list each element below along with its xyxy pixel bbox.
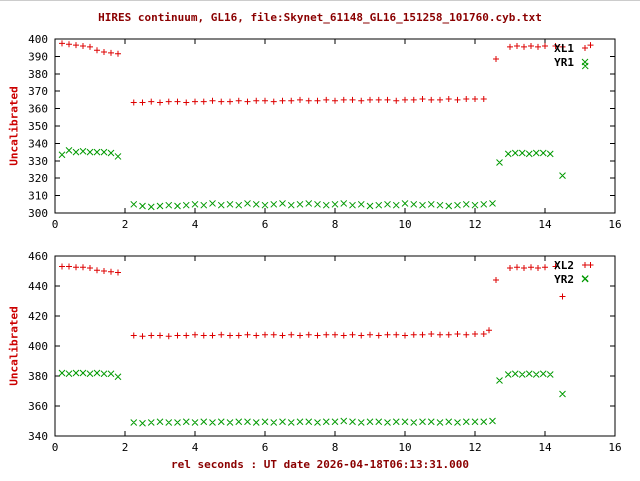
tick-marks bbox=[54, 38, 616, 214]
x-tick-label: 12 bbox=[468, 218, 481, 231]
legend-label-YR2: YR2 bbox=[554, 273, 574, 286]
y-tick-label: 360 bbox=[28, 103, 48, 116]
ylabel-bottom-panel: Uncalibrated bbox=[7, 306, 21, 386]
y-tick-label: 360 bbox=[28, 400, 48, 413]
plot-border bbox=[54, 255, 616, 437]
y-tick-label: 380 bbox=[28, 370, 48, 383]
x-tick-label: 4 bbox=[192, 441, 199, 454]
xlabel: rel seconds : UT date 2026-04-18T06:13:3… bbox=[170, 458, 469, 471]
x-tick-label: 6 bbox=[262, 441, 269, 454]
plot-border bbox=[54, 38, 616, 214]
y-tick-label: 340 bbox=[28, 137, 48, 150]
x-tick-label: 0 bbox=[52, 218, 59, 231]
legend-label-XL2: XL2 bbox=[554, 259, 574, 272]
y-tick-label: 310 bbox=[28, 190, 48, 203]
x-tick-label: 4 bbox=[192, 218, 199, 231]
series-points-YR2 bbox=[58, 275, 589, 427]
series-points-YR1 bbox=[58, 62, 589, 211]
legend-marker-XL1 bbox=[582, 45, 588, 51]
y-tick-label: 320 bbox=[28, 172, 48, 185]
legend-label-YR1: YR1 bbox=[554, 56, 574, 69]
y-tick-label: 380 bbox=[28, 68, 48, 81]
y-tick-label: 420 bbox=[28, 310, 48, 323]
x-tick-label: 14 bbox=[538, 441, 552, 454]
ylabel-top-panel: Uncalibrated bbox=[7, 86, 21, 166]
y-tick-label: 300 bbox=[28, 207, 48, 220]
y-tick-label: 400 bbox=[28, 33, 48, 46]
y-tick-label: 370 bbox=[28, 85, 48, 98]
x-tick-label: 8 bbox=[332, 218, 339, 231]
x-tick-label: 2 bbox=[122, 441, 129, 454]
x-tick-label: 0 bbox=[52, 441, 59, 454]
y-tick-label: 350 bbox=[28, 120, 48, 133]
legend-marker-YR1 bbox=[581, 58, 589, 66]
tick-marks bbox=[54, 255, 616, 437]
y-tick-label: 460 bbox=[28, 250, 48, 263]
y-tick-label: 390 bbox=[28, 50, 48, 63]
legend-marker-YR2 bbox=[581, 275, 589, 283]
x-tick-label: 10 bbox=[398, 441, 411, 454]
legend-marker-XL2 bbox=[582, 262, 588, 268]
legend-label-XL1: XL1 bbox=[554, 42, 574, 55]
x-tick-label: 16 bbox=[608, 441, 621, 454]
y-tick-label: 340 bbox=[28, 430, 48, 443]
y-tick-label: 400 bbox=[28, 340, 48, 353]
chart-title: HIRES continuum, GL16, file:Skynet_61148… bbox=[98, 11, 542, 24]
y-tick-label: 440 bbox=[28, 280, 48, 293]
y-tick-label: 330 bbox=[28, 155, 48, 168]
x-tick-label: 2 bbox=[122, 218, 129, 231]
x-tick-label: 8 bbox=[332, 441, 339, 454]
x-tick-label: 10 bbox=[398, 218, 411, 231]
x-tick-label: 12 bbox=[468, 441, 481, 454]
x-tick-label: 6 bbox=[262, 218, 269, 231]
series-points-XL2 bbox=[59, 262, 594, 340]
series-points-XL1 bbox=[59, 40, 594, 106]
x-tick-label: 14 bbox=[538, 218, 552, 231]
x-tick-label: 16 bbox=[608, 218, 621, 231]
